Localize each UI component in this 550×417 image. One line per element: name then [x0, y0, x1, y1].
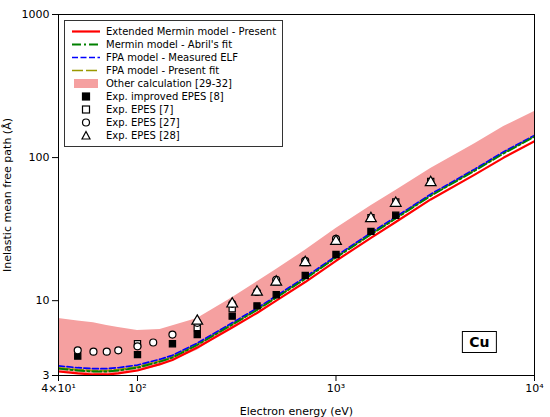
svg-text:1000: 1000	[22, 8, 50, 21]
html-text:Exp. EPES [27]: Exp. EPES [27]	[106, 117, 180, 128]
svg-text:10²: 10²	[128, 382, 146, 395]
svg-text:3: 3	[43, 369, 50, 382]
html-text:Extended Mermin model - Presen: Extended Mermin model - Present	[106, 26, 277, 37]
html-text:Exp. EPES [7]: Exp. EPES [7]	[106, 104, 174, 115]
svg-text:Electron energy (eV): Electron energy (eV)	[240, 405, 353, 417]
html-text:FPA model - Present fit: FPA model - Present fit	[106, 65, 220, 76]
svg-text:10³: 10³	[327, 382, 345, 395]
svg-text:10⁴: 10⁴	[525, 382, 544, 395]
svg-text:10: 10	[36, 294, 50, 307]
html-text:Exp. improved EPES [8]: Exp. improved EPES [8]	[106, 91, 224, 102]
svg-text:4×10¹: 4×10¹	[41, 382, 76, 395]
html-text:Other calculation [29-32]: Other calculation [29-32]	[106, 78, 232, 89]
html-text:FPA model - Measured ELF: FPA model - Measured ELF	[106, 52, 238, 63]
svg-text:100: 100	[29, 151, 50, 164]
html-text:Mermin model - Abril's fit: Mermin model - Abril's fit	[106, 39, 233, 50]
html-text:Cu: Cu	[469, 334, 490, 351]
html-text:Exp. EPES [28]: Exp. EPES [28]	[106, 130, 180, 141]
svg-text:Inelastic mean free path (Å): Inelastic mean free path (Å)	[1, 118, 14, 272]
